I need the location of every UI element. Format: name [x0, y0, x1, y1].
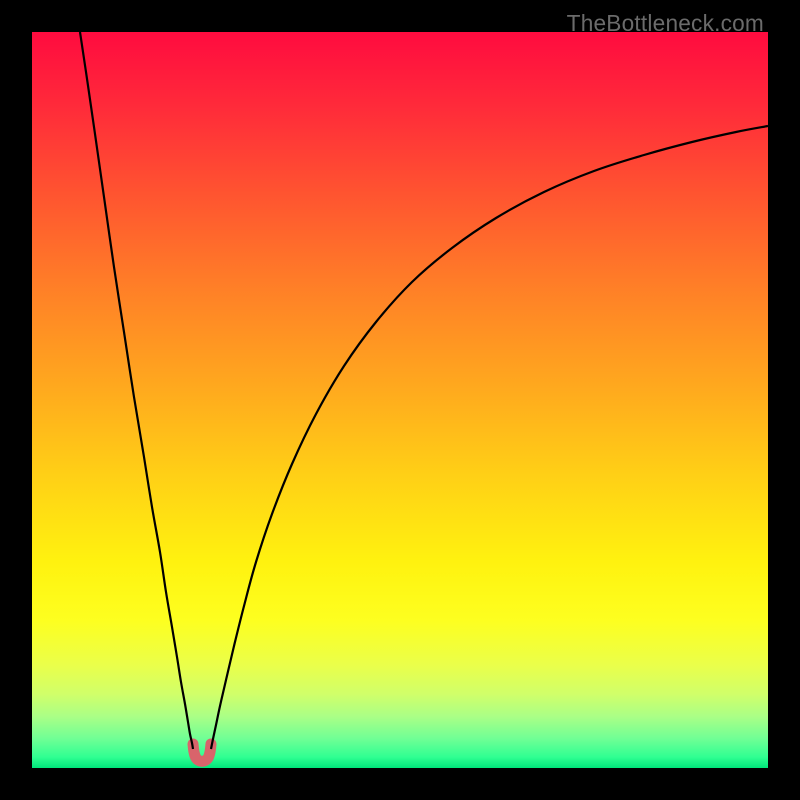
curve-right-branch — [211, 126, 768, 749]
curves-layer — [32, 32, 768, 768]
plot-area — [32, 32, 768, 768]
chart-stage: { "canvas": { "width": 800, "height": 80… — [0, 0, 800, 800]
watermark-text: TheBottleneck.com — [567, 10, 764, 37]
curve-left-branch — [80, 32, 193, 749]
trough-marker — [193, 744, 211, 761]
